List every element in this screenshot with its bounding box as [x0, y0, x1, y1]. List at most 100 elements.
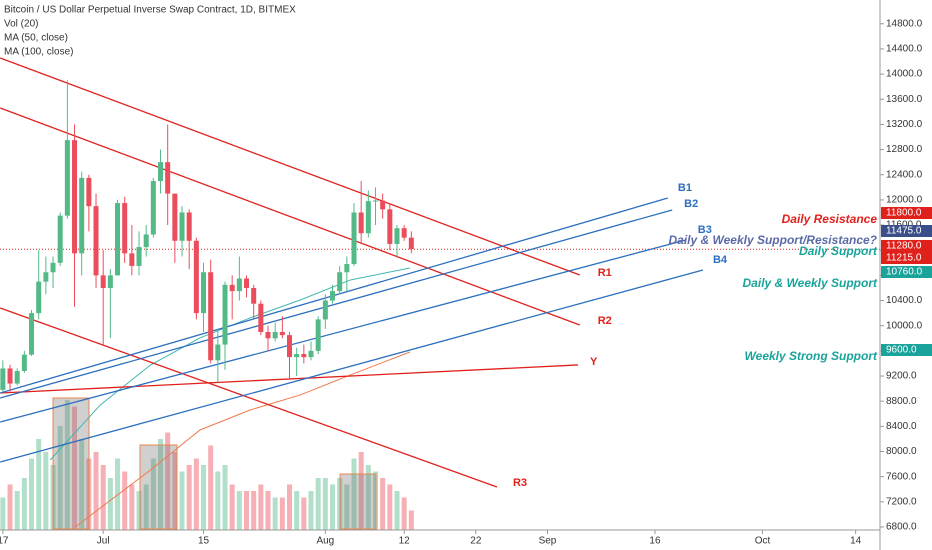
candle-body	[172, 193, 178, 241]
volume-bar	[394, 491, 400, 530]
volume-bar	[322, 478, 328, 530]
volume-bar	[186, 465, 192, 530]
volume-bar	[215, 471, 221, 530]
candle-body	[100, 275, 106, 288]
x-tick-label: 22	[470, 536, 482, 547]
volume-bar	[351, 458, 357, 530]
candle-body	[308, 350, 314, 358]
volume-bar	[236, 491, 242, 530]
price-tag-label: 11215.0	[886, 253, 922, 264]
y-tick-label: 9200.0	[886, 371, 917, 382]
trendline	[0, 239, 686, 423]
volume-bar	[387, 484, 393, 530]
annotation: Daily Support	[799, 244, 878, 258]
trendline-label: B2	[684, 198, 698, 210]
volume-bar	[408, 510, 414, 530]
candle-body	[158, 162, 164, 182]
x-tick-label: 15	[198, 536, 210, 547]
volume-bar	[122, 471, 128, 530]
y-tick-label: 14400.0	[886, 44, 923, 55]
volume-bar	[43, 452, 49, 530]
volume-bar	[222, 465, 228, 530]
indicator-label: Vol (20)	[4, 19, 38, 30]
volume-bar	[136, 491, 142, 530]
candle-body	[136, 247, 142, 266]
candle-body	[244, 278, 250, 288]
candle-body	[408, 237, 414, 250]
candle-body	[7, 368, 13, 384]
candle-body	[201, 272, 207, 314]
y-tick-label: 7600.0	[886, 471, 917, 482]
volume-bar	[0, 497, 6, 530]
volume-bar	[208, 445, 214, 530]
volume-bar	[401, 497, 407, 530]
candle-body	[258, 303, 264, 332]
volume-bar	[21, 478, 27, 530]
indicator-label: MA (100, close)	[4, 47, 73, 58]
price-tag-label: 11800.0	[886, 208, 922, 219]
y-tick-label: 13600.0	[886, 94, 923, 105]
volume-bar	[57, 426, 63, 530]
y-tick-label: 12000.0	[886, 195, 923, 206]
candle-body	[36, 281, 42, 314]
candle-body	[229, 284, 235, 292]
volume-bar	[244, 491, 250, 530]
candle-body	[86, 177, 92, 207]
volume-bar	[14, 491, 20, 530]
trendline-label: R2	[598, 315, 612, 327]
volume-bar	[265, 491, 271, 530]
candle-body	[165, 162, 171, 194]
candle-body	[79, 177, 85, 254]
y-tick-label: 8000.0	[886, 446, 917, 457]
trendline	[0, 209, 673, 399]
annotation: Daily & Weekly Support	[743, 276, 878, 290]
volume-bar	[29, 458, 35, 530]
price-tag-label: 11475.0	[886, 226, 922, 237]
volume-bar	[258, 484, 264, 530]
trendline-label: B4	[713, 254, 728, 266]
volume-bar	[165, 432, 171, 530]
y-tick-label: 10400.0	[886, 295, 923, 306]
candle-body	[344, 264, 350, 273]
x-tick-label: Aug	[316, 536, 334, 547]
candle-body	[330, 291, 336, 301]
candle-body	[43, 272, 49, 282]
x-tick-label: 14	[850, 536, 862, 547]
x-tick-label: Jul	[97, 536, 110, 547]
price-tag-label: 11280.0	[886, 241, 922, 252]
y-tick-label: 8800.0	[886, 396, 917, 407]
x-tick-label: Sep	[539, 536, 557, 547]
y-tick-label: 14000.0	[886, 69, 923, 80]
volume-bar	[193, 458, 199, 530]
volume-bar	[201, 465, 207, 530]
candle-body	[64, 140, 70, 216]
x-tick-label: 12	[399, 536, 411, 547]
candle-body	[143, 234, 149, 248]
candle-body	[294, 354, 300, 358]
volume-bar	[287, 484, 293, 530]
volume-bar	[158, 439, 164, 530]
candle-body	[186, 212, 192, 241]
volume-bar	[272, 497, 278, 530]
x-tick-label: 16	[649, 536, 661, 547]
candle-body	[251, 287, 257, 304]
volume-bar	[150, 458, 156, 530]
price-tag	[881, 252, 932, 264]
candle-body	[21, 354, 27, 371]
trendline	[0, 307, 498, 488]
axis-layer: 6800.0 7200.0 7600.0 8000.0 8400.0 8800.0 9200…	[0, 18, 932, 547]
volume-bar	[172, 452, 178, 530]
candle-body	[351, 212, 357, 265]
candle-body	[222, 284, 228, 345]
candle-body	[279, 331, 285, 336]
volume-bar	[358, 452, 364, 530]
price-tag	[881, 240, 932, 252]
price-tag	[881, 207, 932, 219]
y-tick-label: 13200.0	[886, 119, 923, 130]
volume-bar	[72, 406, 78, 530]
trendline-label: B3	[698, 224, 712, 236]
volume-bar	[129, 484, 135, 530]
volume-bar	[301, 497, 307, 530]
price-tag-label: 10760.0	[886, 267, 923, 278]
